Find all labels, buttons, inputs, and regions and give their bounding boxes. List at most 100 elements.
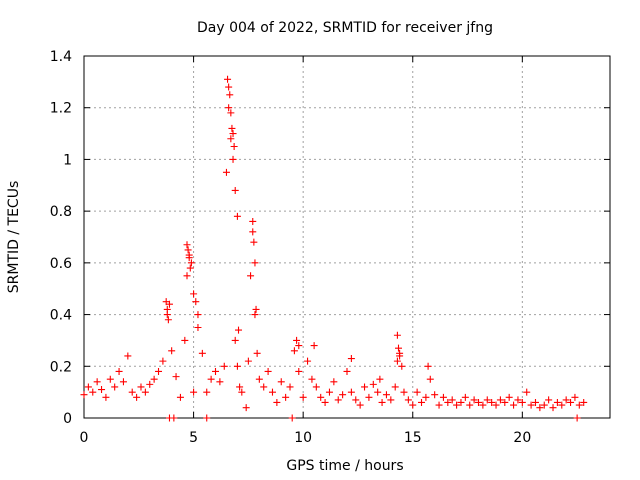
data-point [580,398,588,406]
data-point [198,349,206,357]
data-point [194,311,202,319]
data-point [400,388,408,396]
data-point [260,383,268,391]
data-point [235,326,243,334]
data-point [216,378,224,386]
data-point [255,375,263,383]
x-axis-label: GPS time / hours [286,458,403,474]
data-point [496,396,504,404]
data-point [250,238,258,246]
x-tick-label: 10 [294,430,312,446]
data-point [510,401,518,409]
data-point [347,388,355,396]
data-point [475,398,482,406]
data-point [439,393,447,401]
data-point [470,396,478,404]
data-point [325,388,333,396]
data-point [137,383,145,391]
data-point [233,362,241,370]
data-point [492,401,500,409]
data-point [343,367,351,375]
y-tick-label: 0.8 [50,204,72,220]
data-point [192,298,200,306]
data-point [249,228,257,236]
y-axis-label: SRMTID / TECUs [6,181,22,294]
data-point [230,143,238,150]
data-point [352,396,360,404]
data-point [369,380,377,388]
data-point [133,393,141,401]
data-point [244,357,252,365]
x-tick-labels: 0 5 10 15 20 [80,430,532,446]
data-point [448,396,456,404]
data-point [466,401,474,409]
data-point [431,391,439,399]
grid [84,56,610,418]
data-point [227,109,235,117]
data-point [251,259,259,267]
data-point [115,367,123,375]
x-tick-label: 5 [189,430,198,446]
data-point [106,375,114,383]
x-tick-label: 20 [513,430,531,446]
data-point [567,398,575,406]
data-point [409,401,417,409]
data-point [562,396,570,404]
data-point [242,404,250,412]
data-point [483,396,491,404]
data-point [393,357,401,365]
data-point [176,393,184,401]
data-point [268,388,276,396]
y-tick-label: 1.2 [50,101,72,117]
data-point [398,362,406,370]
axis-ticks [83,55,610,419]
data-point [98,386,106,394]
plot-frame [83,55,611,419]
data-point [229,130,237,138]
data-point [249,217,257,225]
data-point [545,396,553,404]
data-point [531,398,539,406]
data-point [334,396,342,404]
data-point [119,378,127,386]
data-point [374,388,382,396]
data-point [299,393,307,401]
data-point [387,396,395,404]
data-point [203,388,211,396]
data-point [453,401,461,409]
data-point [80,391,88,399]
y-tick-label: 0.2 [50,359,72,375]
data-point [181,336,189,344]
data-point [155,367,163,375]
x-tick-label: 15 [404,430,422,446]
data-point [330,378,338,386]
data-point [426,375,434,383]
data-point [231,336,239,344]
data-point [146,380,154,388]
data-point [488,398,496,406]
data-point [361,383,369,391]
data-point [312,383,320,391]
y-tick-label: 1 [63,152,72,168]
data-point [203,414,211,422]
y-tick-label: 1.4 [50,49,72,65]
data-point [238,388,246,396]
data-point [227,135,235,143]
y-tick-label: 0.4 [50,308,72,324]
data-point [571,393,579,401]
data-point [150,375,158,383]
data-point [251,311,259,319]
data-point [444,398,452,406]
data-point [228,124,236,132]
data-point [168,347,176,355]
data-point [124,352,132,360]
data-point [159,357,167,365]
data-point [308,375,316,383]
data-point [418,398,426,406]
data-points [80,75,588,422]
data-point [212,367,219,375]
data-point [321,398,329,406]
data-point [575,401,583,409]
data-point [225,104,233,112]
